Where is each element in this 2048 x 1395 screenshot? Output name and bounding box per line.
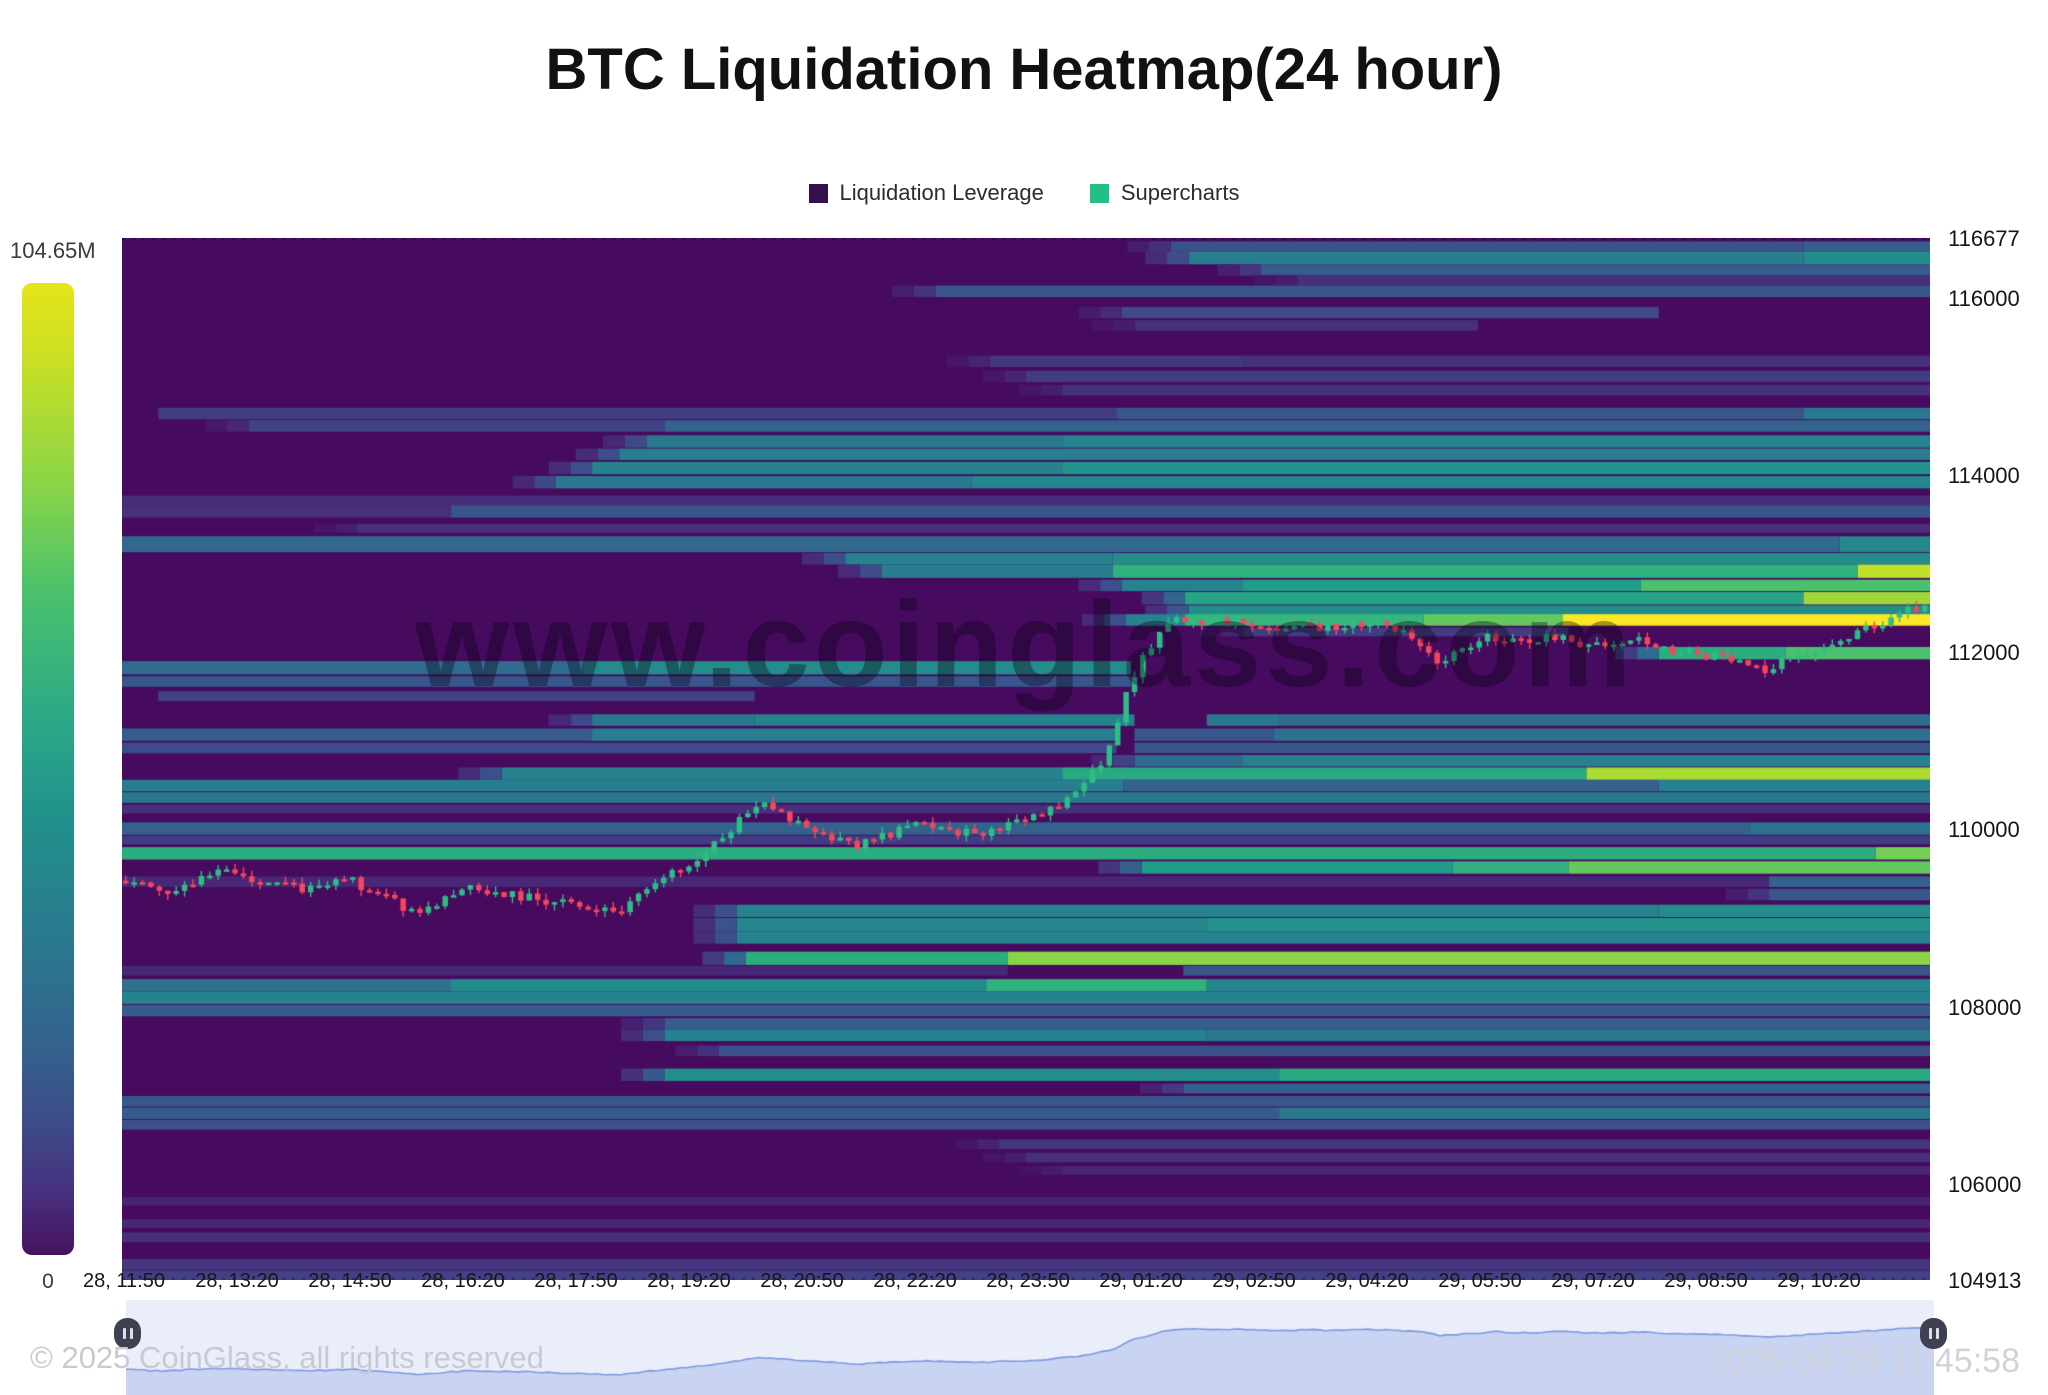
x-axis-tick-label: 29, 04:20 (1325, 1270, 1409, 1292)
x-axis-tick-label: 28, 11:50 (83, 1270, 165, 1292)
footer-copyright: © 2025 CoinGlass, all rights reserved (30, 1340, 544, 1375)
legend-item-liquidation-leverage[interactable]: Liquidation Leverage (808, 180, 1044, 206)
y-axis-tick-label: 116677 (1948, 226, 2020, 251)
navigator-right-handle[interactable] (1920, 1318, 1947, 1349)
legend: Liquidation Leverage Supercharts (0, 180, 2048, 206)
x-axis-tick-label: 29, 07:20 (1551, 1270, 1635, 1292)
navigator-left-handle[interactable] (114, 1318, 141, 1349)
liquidation-leverage-swatch-icon (808, 183, 828, 203)
x-axis-tick-label: 28, 22:20 (873, 1270, 957, 1292)
x-axis-tick-label: 29, 08:50 (1664, 1270, 1748, 1292)
y-axis-tick-label: 112000 (1948, 640, 2020, 666)
x-axis-tick-label: 28, 16:20 (421, 1270, 505, 1292)
y-axis-tick-label: 104913 (1948, 1268, 2022, 1293)
x-axis-tick-label: 28, 14:50 (308, 1270, 392, 1292)
x-axis-tick-label: 29, 05:50 (1438, 1270, 1522, 1292)
y-axis-tick-label: 108000 (1948, 994, 2022, 1020)
liquidation-heatmap-canvas[interactable] (122, 238, 1930, 1280)
x-axis-tick-label: 29, 02:50 (1212, 1270, 1296, 1292)
x-axis-tick-label: 28, 23:50 (986, 1270, 1070, 1292)
legend-label: Supercharts (1120, 180, 1240, 205)
x-axis-tick-label: 29, 10:20 (1777, 1270, 1861, 1292)
coinglass-watermark: www.coinglass.com (415, 576, 1636, 712)
y-axis-tick-label: 110000 (1948, 817, 2020, 843)
legend-label: Liquidation Leverage (839, 180, 1044, 205)
colorbar-min-label: 0 (42, 1270, 54, 1293)
footer-timestamp: 2025-09-29 11:45:58 (1706, 1342, 2020, 1380)
x-axis-tick-label: 28, 20:50 (760, 1270, 844, 1292)
y-axis-tick-label: 114000 (1948, 463, 2020, 489)
navigator-canvas[interactable] (126, 1300, 1934, 1395)
colorbar-max-label: 104.65M (10, 238, 96, 263)
page-title: BTC Liquidation Heatmap(24 hour) (545, 37, 1503, 102)
y-axis-tick-label: 106000 (1948, 1171, 2022, 1197)
x-axis-tick-label: 28, 19:20 (647, 1270, 731, 1292)
x-axis-tick-label: 28, 13:20 (195, 1270, 279, 1292)
legend-item-supercharts[interactable]: Supercharts (1089, 180, 1240, 206)
supercharts-swatch-icon (1089, 183, 1109, 203)
colorbar-gradient (22, 283, 74, 1255)
x-axis-tick-label: 28, 17:50 (534, 1270, 618, 1292)
y-axis-tick-label: 116000 (1948, 285, 2020, 311)
x-axis-tick-label: 29, 01:20 (1099, 1270, 1183, 1292)
